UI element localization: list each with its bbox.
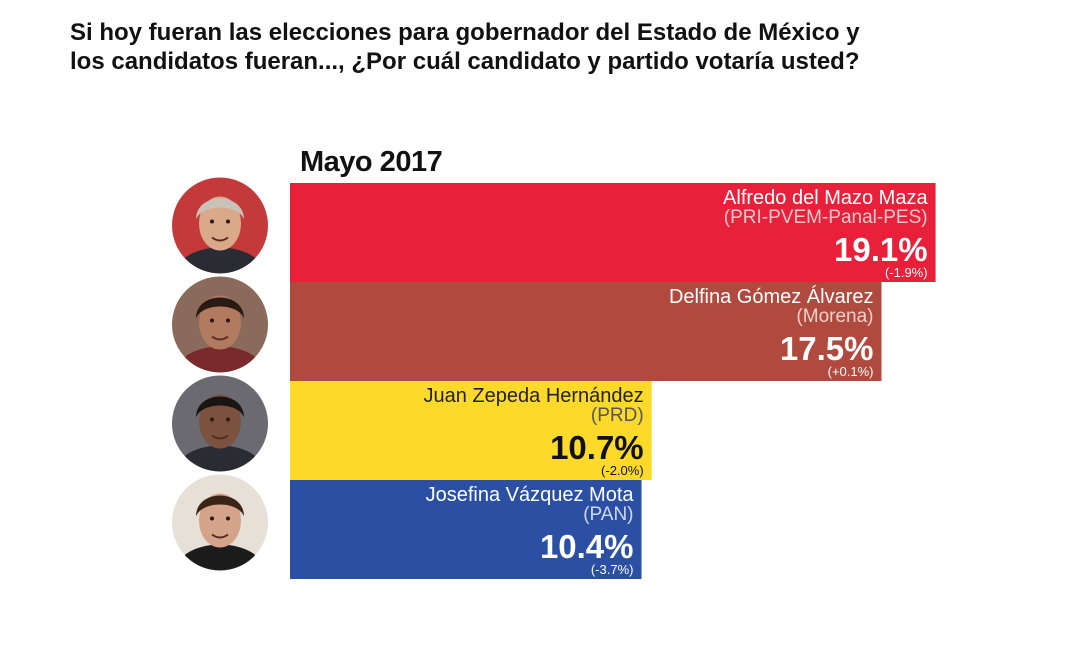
change-label: (-2.0%)	[601, 463, 644, 478]
bar-group: Alfredo del Mazo Maza(PRI-PVEM-Panal-PES…	[290, 183, 936, 282]
party-label: (Morena)	[796, 306, 873, 327]
bar-group: Juan Zepeda Hernández(PRD) 10.7%(-2.0%)	[290, 381, 652, 480]
bar	[290, 282, 882, 381]
bar	[290, 480, 642, 579]
period-label: Mayo 2017	[300, 146, 443, 178]
change-label: (+0.1%)	[828, 364, 874, 379]
candidate-photo-icon	[170, 175, 270, 276]
bar	[290, 183, 936, 282]
candidate-name: Alfredo del Mazo Maza	[723, 187, 928, 209]
value-label: 19.1%	[834, 231, 928, 268]
value-label: 17.5%	[780, 330, 874, 367]
change-label: (-3.7%)	[591, 562, 634, 577]
candidate-photo-icon	[170, 472, 270, 573]
bar	[290, 381, 652, 480]
bar-group: Josefina Vázquez Mota(PAN) 10.4%(-3.7%)	[290, 480, 642, 579]
question-line-2: los candidatos fueran..., ¿Por cuál cand…	[70, 48, 860, 75]
candidate-photo-icon	[170, 373, 270, 474]
candidate-name: Josefina Vázquez Mota	[426, 484, 635, 506]
value-label: 10.7%	[550, 429, 644, 466]
candidate-name: Delfina Gómez Álvarez	[669, 285, 874, 308]
change-label: (-1.9%)	[885, 265, 928, 280]
bar-group: Delfina Gómez Álvarez(Morena) 17.5%(+0.1%…	[290, 282, 882, 381]
value-label: 10.4%	[540, 528, 634, 565]
candidate-name: Juan Zepeda Hernández	[424, 385, 644, 407]
party-label: (PAN)	[583, 504, 633, 525]
chart-question-title: Si hoy fueran las elecciones para gobern…	[70, 18, 970, 76]
party-label: (PRI-PVEM-Panal-PES)	[724, 207, 928, 228]
party-label: (PRD)	[591, 405, 644, 426]
question-line-1: Si hoy fueran las elecciones para gobern…	[70, 19, 860, 46]
